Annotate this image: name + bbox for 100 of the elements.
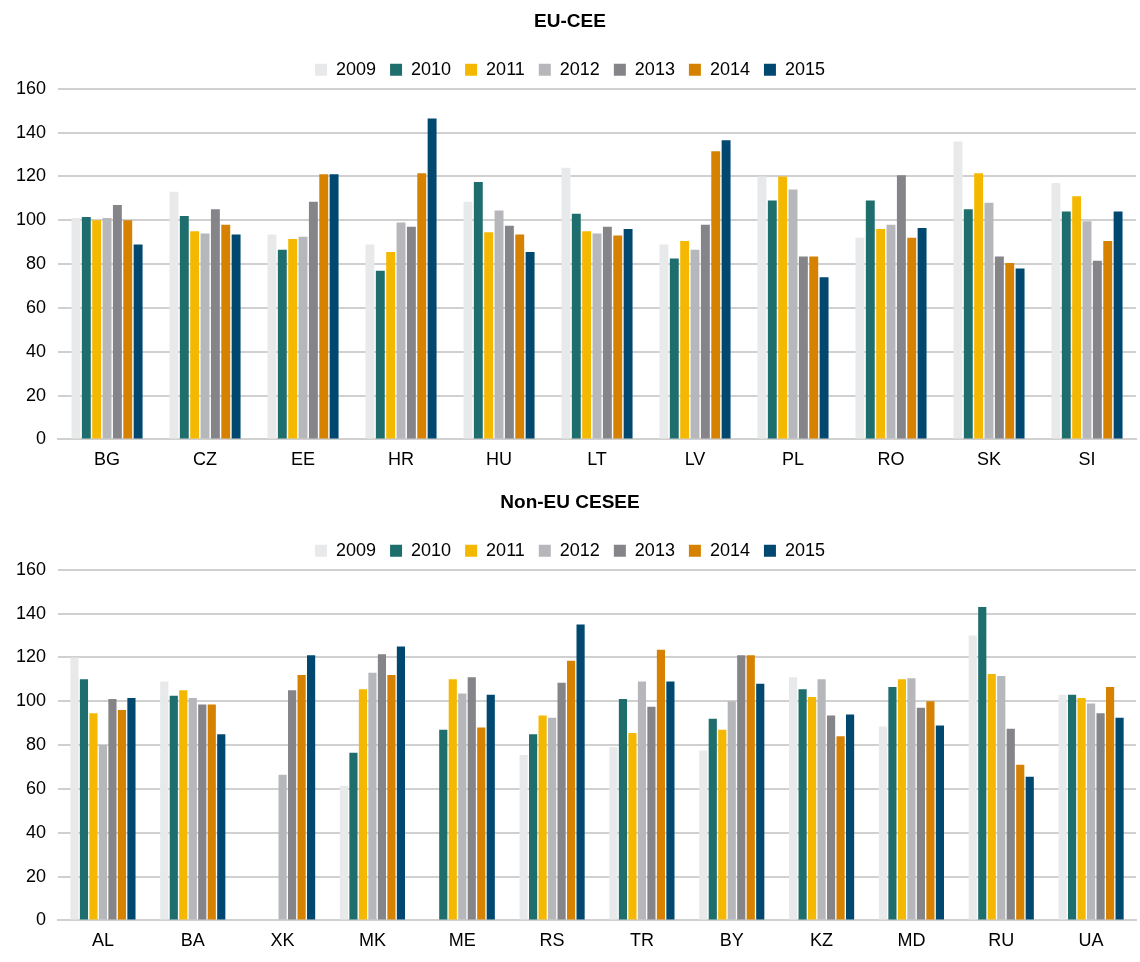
bar — [878, 726, 888, 920]
bar — [231, 234, 241, 439]
bar — [757, 176, 767, 439]
bar — [711, 151, 721, 439]
bar — [307, 655, 316, 920]
bar — [571, 213, 581, 439]
bar — [477, 727, 486, 920]
y-tick-label: 60 — [26, 296, 47, 317]
bar — [987, 673, 996, 920]
bar — [708, 718, 717, 920]
x-tick-label: KZ — [810, 930, 834, 951]
bar — [953, 141, 963, 439]
bar — [718, 729, 727, 920]
bar — [819, 277, 829, 439]
bar — [198, 704, 207, 920]
bar — [561, 167, 571, 439]
bar — [349, 752, 358, 920]
bar — [700, 224, 710, 439]
bar — [984, 202, 994, 439]
y-tick-label: 100 — [15, 209, 47, 230]
bar — [386, 252, 396, 439]
bar — [721, 140, 731, 439]
x-tick-label: TR — [629, 930, 654, 951]
bar — [656, 649, 666, 920]
x-tick-label: MD — [897, 930, 926, 951]
bar — [666, 681, 675, 920]
chart-title: EU-CEE — [534, 9, 606, 31]
bar — [288, 690, 297, 920]
bar — [297, 674, 306, 920]
bar — [628, 733, 637, 920]
bar — [778, 176, 788, 439]
bar — [406, 226, 416, 439]
legend-label: 2012 — [559, 539, 600, 560]
bar — [767, 200, 777, 439]
bar — [473, 181, 483, 439]
bar — [907, 678, 916, 920]
bar — [896, 175, 906, 439]
y-tick-label: 60 — [26, 777, 47, 798]
bar — [567, 660, 576, 920]
x-tick-label: SI — [1078, 449, 1096, 470]
x-tick-label: BY — [719, 930, 744, 951]
bar — [127, 697, 136, 920]
bar — [358, 689, 368, 920]
y-tick-label: 100 — [15, 690, 47, 711]
bar — [1068, 694, 1077, 920]
bar — [169, 695, 178, 920]
bar — [169, 191, 179, 439]
bar — [221, 224, 231, 439]
bar — [699, 750, 708, 920]
bar — [963, 209, 973, 439]
bar — [817, 679, 826, 920]
bar — [690, 249, 700, 439]
bar — [808, 696, 817, 920]
bar — [102, 218, 112, 439]
bar — [613, 235, 623, 439]
y-tick-label: 140 — [15, 602, 47, 623]
bar — [917, 227, 927, 439]
bar — [609, 747, 618, 920]
bar — [179, 215, 189, 439]
y-tick-label: 40 — [26, 821, 47, 842]
bar — [907, 237, 917, 439]
bar — [427, 118, 437, 439]
bar — [458, 693, 467, 920]
legend-label: 2013 — [634, 539, 675, 560]
bar — [200, 233, 210, 439]
bar — [519, 754, 528, 920]
bar — [217, 734, 226, 920]
y-tick-label: 20 — [26, 384, 47, 405]
bar — [288, 238, 298, 439]
bar — [1051, 183, 1061, 439]
bar — [439, 729, 448, 920]
y-tick-label: 0 — [36, 909, 47, 930]
bar — [809, 256, 819, 439]
x-tick-label: CZ — [193, 449, 218, 470]
bar — [576, 624, 585, 920]
x-tick-label: MK — [358, 930, 386, 951]
bar — [592, 233, 602, 439]
bar — [1006, 728, 1015, 920]
bar — [836, 736, 845, 920]
legend-label: 2012 — [559, 58, 600, 79]
bar — [798, 689, 807, 920]
bar — [117, 710, 127, 920]
x-tick-label: BG — [94, 449, 121, 470]
bar — [1103, 241, 1113, 439]
bar — [1113, 211, 1123, 439]
bar — [494, 210, 504, 439]
bar — [319, 174, 329, 439]
bar — [396, 646, 406, 920]
bar — [486, 694, 495, 920]
x-tick-label: XK — [270, 930, 295, 951]
bar — [647, 706, 656, 920]
bar — [377, 654, 387, 920]
bar — [1115, 717, 1124, 920]
bar — [669, 258, 679, 439]
bar — [798, 256, 808, 439]
bar — [737, 655, 746, 920]
bar — [133, 244, 143, 439]
bar — [123, 220, 133, 439]
bar — [680, 241, 690, 439]
bar — [210, 209, 220, 439]
